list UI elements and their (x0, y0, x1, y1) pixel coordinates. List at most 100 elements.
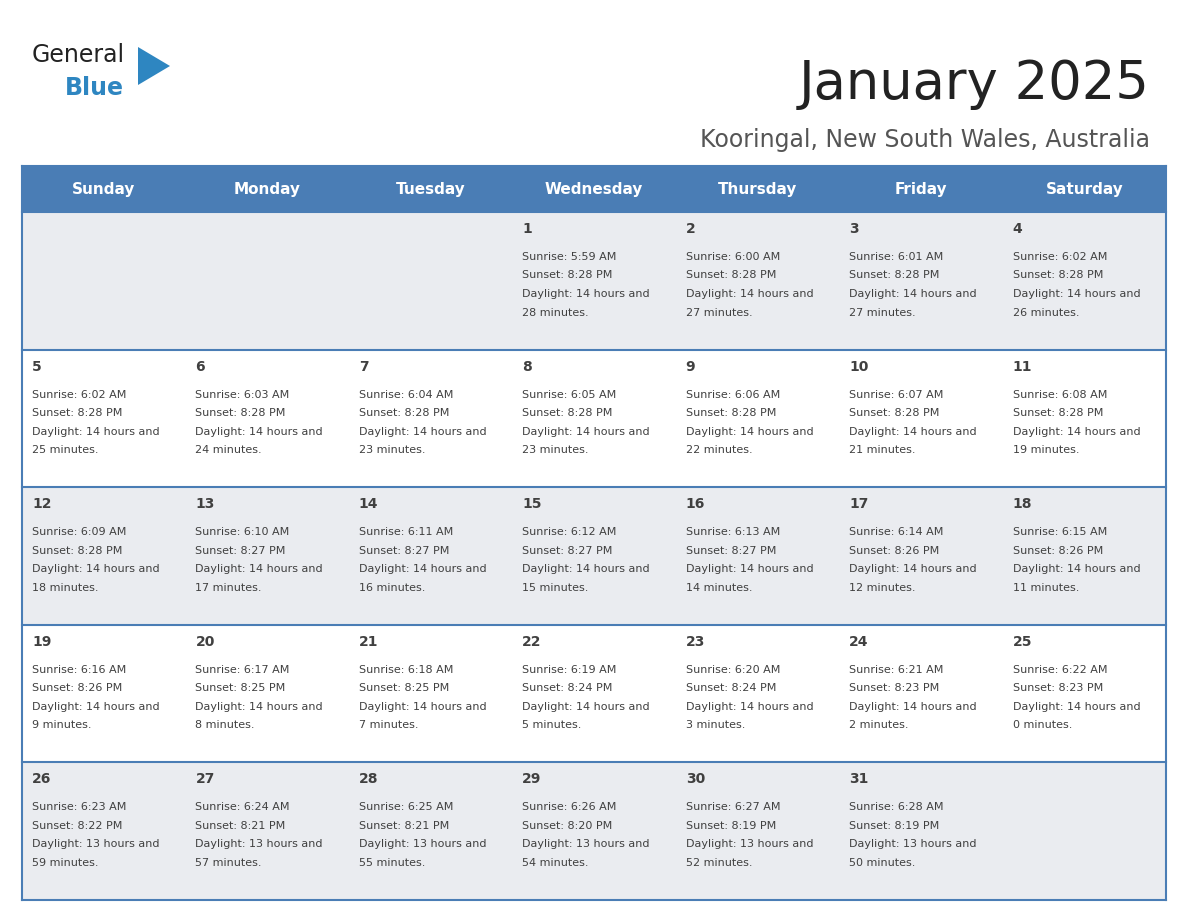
Text: 30: 30 (685, 772, 704, 787)
Text: Sunrise: 6:21 AM: Sunrise: 6:21 AM (849, 665, 943, 675)
Text: 7 minutes.: 7 minutes. (359, 721, 418, 731)
Text: Sunset: 8:23 PM: Sunset: 8:23 PM (1012, 683, 1102, 693)
Text: Sunset: 8:24 PM: Sunset: 8:24 PM (685, 683, 776, 693)
Text: 5: 5 (32, 360, 42, 374)
Text: 20: 20 (196, 635, 215, 649)
Text: Sunrise: 6:01 AM: Sunrise: 6:01 AM (849, 252, 943, 262)
Text: Sunset: 8:28 PM: Sunset: 8:28 PM (32, 409, 122, 418)
Bar (23, 166, 1165, 212)
Text: 55 minutes.: 55 minutes. (359, 858, 425, 868)
Text: Sunrise: 6:20 AM: Sunrise: 6:20 AM (685, 665, 781, 675)
Text: Sunset: 8:19 PM: Sunset: 8:19 PM (685, 821, 776, 831)
Text: Daylight: 13 hours and: Daylight: 13 hours and (32, 839, 159, 849)
Text: Sunrise: 6:14 AM: Sunrise: 6:14 AM (849, 527, 943, 537)
Text: 11 minutes.: 11 minutes. (1012, 583, 1079, 593)
Text: 22 minutes.: 22 minutes. (685, 445, 752, 455)
Text: 59 minutes.: 59 minutes. (32, 858, 99, 868)
Text: Daylight: 14 hours and: Daylight: 14 hours and (685, 565, 814, 574)
Text: Daylight: 14 hours and: Daylight: 14 hours and (359, 565, 486, 574)
Text: Saturday: Saturday (1045, 182, 1123, 196)
Text: 27: 27 (196, 772, 215, 787)
Text: 29: 29 (523, 772, 542, 787)
Text: Sunset: 8:26 PM: Sunset: 8:26 PM (849, 545, 940, 555)
Text: 2: 2 (685, 222, 695, 236)
Text: Daylight: 14 hours and: Daylight: 14 hours and (849, 427, 977, 437)
Text: Sunset: 8:28 PM: Sunset: 8:28 PM (523, 271, 613, 281)
Text: 9: 9 (685, 360, 695, 374)
Text: 17 minutes.: 17 minutes. (196, 583, 261, 593)
Text: Daylight: 13 hours and: Daylight: 13 hours and (849, 839, 977, 849)
Text: 16: 16 (685, 498, 706, 511)
Text: Sunrise: 6:06 AM: Sunrise: 6:06 AM (685, 389, 781, 399)
Text: Sunrise: 6:24 AM: Sunrise: 6:24 AM (196, 802, 290, 812)
Text: Sunrise: 6:17 AM: Sunrise: 6:17 AM (196, 665, 290, 675)
Text: General: General (32, 43, 125, 67)
Text: Sunrise: 6:18 AM: Sunrise: 6:18 AM (359, 665, 454, 675)
Text: Sunday: Sunday (72, 182, 135, 196)
Text: 7: 7 (359, 360, 368, 374)
Text: Daylight: 14 hours and: Daylight: 14 hours and (685, 289, 814, 299)
Text: Sunset: 8:26 PM: Sunset: 8:26 PM (32, 683, 122, 693)
Text: Daylight: 14 hours and: Daylight: 14 hours and (359, 701, 486, 711)
Text: 12: 12 (32, 498, 51, 511)
Text: Sunrise: 6:19 AM: Sunrise: 6:19 AM (523, 665, 617, 675)
Text: Sunset: 8:28 PM: Sunset: 8:28 PM (196, 409, 286, 418)
Text: Sunset: 8:20 PM: Sunset: 8:20 PM (523, 821, 613, 831)
Text: 5 minutes.: 5 minutes. (523, 721, 582, 731)
Text: Daylight: 14 hours and: Daylight: 14 hours and (196, 565, 323, 574)
Text: 19 minutes.: 19 minutes. (1012, 445, 1079, 455)
Text: Sunset: 8:26 PM: Sunset: 8:26 PM (1012, 545, 1102, 555)
Polygon shape (138, 47, 170, 85)
Text: Sunrise: 6:26 AM: Sunrise: 6:26 AM (523, 802, 617, 812)
Text: 52 minutes.: 52 minutes. (685, 858, 752, 868)
Text: Daylight: 14 hours and: Daylight: 14 hours and (32, 427, 159, 437)
Text: Daylight: 13 hours and: Daylight: 13 hours and (685, 839, 814, 849)
Text: 12 minutes.: 12 minutes. (849, 583, 916, 593)
Text: 14: 14 (359, 498, 378, 511)
Text: Sunset: 8:27 PM: Sunset: 8:27 PM (685, 545, 776, 555)
Text: 11: 11 (1012, 360, 1032, 374)
Text: Daylight: 14 hours and: Daylight: 14 hours and (1012, 427, 1140, 437)
Text: Sunset: 8:28 PM: Sunset: 8:28 PM (849, 409, 940, 418)
Text: 24 minutes.: 24 minutes. (196, 445, 263, 455)
Text: Wednesday: Wednesday (545, 182, 643, 196)
Text: Sunrise: 5:59 AM: Sunrise: 5:59 AM (523, 252, 617, 262)
Text: 1: 1 (523, 222, 532, 236)
Text: 22: 22 (523, 635, 542, 649)
Text: 31: 31 (849, 772, 868, 787)
Text: Sunset: 8:23 PM: Sunset: 8:23 PM (849, 683, 940, 693)
Text: Daylight: 14 hours and: Daylight: 14 hours and (849, 289, 977, 299)
Text: 10: 10 (849, 360, 868, 374)
Text: Sunrise: 6:28 AM: Sunrise: 6:28 AM (849, 802, 943, 812)
Text: Sunset: 8:28 PM: Sunset: 8:28 PM (685, 409, 776, 418)
Text: Sunrise: 6:02 AM: Sunrise: 6:02 AM (1012, 252, 1107, 262)
Text: Daylight: 14 hours and: Daylight: 14 hours and (685, 427, 814, 437)
Text: Sunset: 8:27 PM: Sunset: 8:27 PM (523, 545, 613, 555)
Text: Sunset: 8:19 PM: Sunset: 8:19 PM (849, 821, 940, 831)
Text: Sunrise: 6:23 AM: Sunrise: 6:23 AM (32, 802, 126, 812)
Text: Sunrise: 6:27 AM: Sunrise: 6:27 AM (685, 802, 781, 812)
Text: Daylight: 13 hours and: Daylight: 13 hours and (523, 839, 650, 849)
Text: 3: 3 (849, 222, 859, 236)
Text: Sunrise: 6:03 AM: Sunrise: 6:03 AM (196, 389, 290, 399)
Text: Sunset: 8:28 PM: Sunset: 8:28 PM (1012, 409, 1102, 418)
Text: Sunset: 8:21 PM: Sunset: 8:21 PM (196, 821, 285, 831)
Text: 23: 23 (685, 635, 706, 649)
Bar (23, 625, 1165, 763)
Text: Daylight: 14 hours and: Daylight: 14 hours and (1012, 701, 1140, 711)
Text: 17: 17 (849, 498, 868, 511)
Text: Sunrise: 6:25 AM: Sunrise: 6:25 AM (359, 802, 454, 812)
Text: 28 minutes.: 28 minutes. (523, 308, 589, 318)
Text: 15: 15 (523, 498, 542, 511)
Text: Friday: Friday (895, 182, 947, 196)
Bar (23, 212, 1165, 350)
Text: Sunset: 8:21 PM: Sunset: 8:21 PM (359, 821, 449, 831)
Text: 15 minutes.: 15 minutes. (523, 583, 589, 593)
Text: Sunset: 8:27 PM: Sunset: 8:27 PM (196, 545, 286, 555)
Bar (23, 763, 1165, 900)
Text: Sunset: 8:22 PM: Sunset: 8:22 PM (32, 821, 122, 831)
Text: 54 minutes.: 54 minutes. (523, 858, 589, 868)
Text: January 2025: January 2025 (800, 58, 1150, 110)
Text: Daylight: 14 hours and: Daylight: 14 hours and (32, 565, 159, 574)
Text: Sunrise: 6:22 AM: Sunrise: 6:22 AM (1012, 665, 1107, 675)
